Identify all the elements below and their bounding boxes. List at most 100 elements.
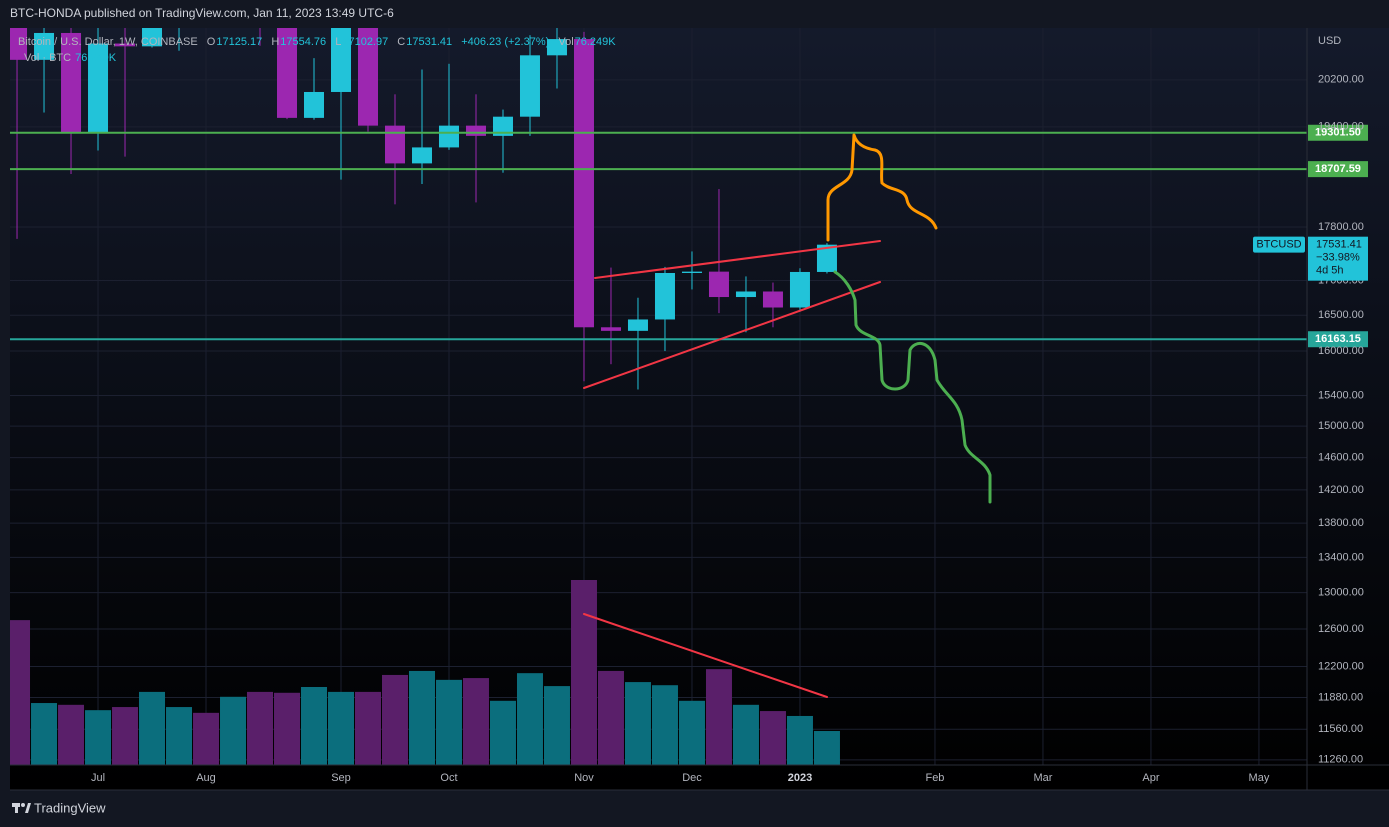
y-tick-label: 17800.00 <box>1318 221 1364 233</box>
legend-value: 17125.17 <box>216 36 262 48</box>
x-tick-label: Aug <box>196 772 216 784</box>
y-tick-label: 12200.00 <box>1318 660 1364 672</box>
candle-body <box>61 32 82 133</box>
candle-body <box>465 125 486 136</box>
time-axis: Jul Aug Sep Oct Nov Dec 2023 Feb Mar Apr May <box>91 772 1270 784</box>
y-tick-label: 20200.00 <box>1318 74 1364 86</box>
footer-logo <box>12 803 31 813</box>
y-tick-label: 19400.00 <box>1318 121 1364 133</box>
volume-bar <box>570 580 597 765</box>
x-tick-label: Nov <box>574 772 594 784</box>
legend-key: C <box>397 36 405 48</box>
volume-pane <box>10 580 840 765</box>
price-label: 17531.41 <box>1316 239 1362 251</box>
logo-dot <box>21 803 25 807</box>
volume-bar <box>193 712 220 765</box>
plot-background <box>10 28 1389 790</box>
candle-body <box>627 319 648 331</box>
y-tick-label: 16000.00 <box>1318 345 1364 357</box>
x-tick-label: Feb <box>925 772 944 784</box>
volume-bar <box>786 715 813 765</box>
volume-bar <box>112 707 139 765</box>
volume-bar <box>10 620 31 765</box>
legend-key: H <box>271 36 279 48</box>
volume-bar <box>31 703 58 765</box>
volume-legend-value: 76.249K <box>75 52 117 64</box>
candle-body <box>34 32 55 60</box>
volume-bar <box>489 700 516 765</box>
legend-change: +406.23 (+2.37%) <box>461 36 549 48</box>
legend-value: 17531.41 <box>406 36 452 48</box>
volume-bar <box>624 682 651 765</box>
y-tick-label: 13000.00 <box>1318 587 1364 599</box>
candle-body <box>10 28 28 60</box>
x-tick-label: Mar <box>1033 772 1052 784</box>
volume-bar <box>462 678 489 765</box>
level-label: 16163.15 <box>1315 333 1361 345</box>
y-tick-label: 14600.00 <box>1318 451 1364 463</box>
trend-line <box>583 281 881 389</box>
trend-line <box>594 240 881 279</box>
y-tick-label: 13400.00 <box>1318 551 1364 563</box>
legend-value: 76.249K <box>575 36 617 48</box>
level-label: 18707.59 <box>1315 163 1361 175</box>
volume-trend-line <box>583 613 828 698</box>
y-tick-label: 14200.00 <box>1318 484 1364 496</box>
volume-bar <box>220 696 247 765</box>
candle-body <box>277 28 298 118</box>
footer-brand: TradingView <box>34 800 106 815</box>
candle-body <box>600 327 621 331</box>
x-tick-label: May <box>1249 772 1270 784</box>
candle-body <box>304 91 325 118</box>
candle-body <box>681 271 702 273</box>
volume-bar <box>381 674 408 765</box>
volume-bar <box>58 704 85 765</box>
symbol-tag <box>1253 236 1305 253</box>
legend-key: O <box>207 36 216 48</box>
y-tick-label: 12600.00 <box>1318 623 1364 635</box>
candle-body <box>519 55 540 117</box>
volume-bar <box>678 700 705 765</box>
x-tick-label: 2023 <box>788 772 812 784</box>
candle-body <box>573 39 594 328</box>
candles <box>10 28 837 390</box>
volume-bar <box>732 704 759 765</box>
candle-body <box>789 271 810 308</box>
level-tag <box>1308 161 1368 178</box>
volume-bar <box>408 670 435 765</box>
candle-body <box>438 125 459 148</box>
volume-bar <box>166 707 193 765</box>
candle-body <box>816 244 837 272</box>
candle-body <box>330 28 351 92</box>
volume-bar <box>139 691 166 765</box>
candle-body <box>115 43 136 47</box>
y-tick-label: 11260.00 <box>1318 754 1363 766</box>
volume-legend-title: Vol · BTC <box>24 52 71 64</box>
y-axis-label: USD <box>1318 35 1341 47</box>
volume-bar <box>759 711 786 765</box>
volume-bar <box>651 685 678 765</box>
candle-body <box>384 125 405 164</box>
change-label: −33.98% <box>1316 252 1360 264</box>
symbol-label: BTCUSD <box>1256 239 1301 251</box>
legend: Bitcoin / U.S. Dollar, 1W, COINBASE O171… <box>18 36 616 48</box>
candle-body <box>411 147 432 164</box>
logo-stem <box>15 803 18 813</box>
y-tick-label: 11880.00 <box>1318 691 1363 703</box>
candle-body <box>708 271 729 298</box>
legend-key: Vol <box>558 36 573 48</box>
legend-symbol: Bitcoin / U.S. Dollar, 1W, COINBASE <box>18 36 198 48</box>
candle-body <box>546 39 567 56</box>
volume-bar <box>813 731 840 765</box>
level-tag <box>1308 331 1368 348</box>
volume-bar <box>274 692 301 765</box>
logo-slash <box>25 803 31 813</box>
x-tick-label: Dec <box>682 772 702 784</box>
legend-value: 17102.97 <box>342 36 388 48</box>
price-axis: 20200.0019400.0017800.0017000.0016500.00… <box>1318 74 1364 766</box>
candle-body <box>142 28 163 47</box>
candle-body <box>492 116 513 136</box>
countdown-label: 4d 5h <box>1316 265 1344 277</box>
drawings <box>583 133 992 698</box>
